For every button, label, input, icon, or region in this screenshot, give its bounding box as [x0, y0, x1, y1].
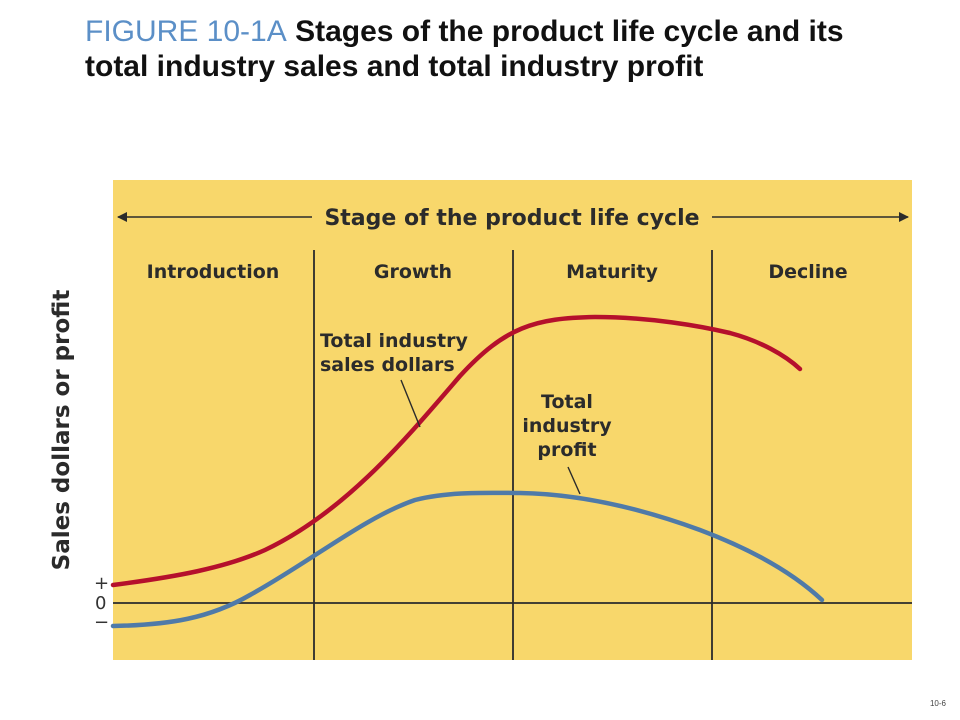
profit-curve — [110, 490, 825, 629]
profit-curve-label-line1: Total — [541, 391, 593, 413]
figure-title-text: Stages of the product life cycle and its… — [85, 15, 844, 83]
stage-label-maturity: Maturity — [566, 261, 658, 283]
sales-curve — [110, 314, 803, 588]
y-tick-plus: + — [94, 573, 110, 594]
figure-title: FIGURE 10-1A Stages of the product life … — [85, 14, 905, 84]
profit-curve-label-line3: profit — [537, 439, 596, 461]
profit-label-leader — [567, 466, 581, 495]
slide-number: 10-6 — [929, 699, 946, 708]
profit-curve-label-line2: industry — [522, 415, 612, 437]
sales-label-leader — [400, 379, 421, 428]
figure-label: FIGURE 10-1A — [85, 15, 287, 48]
y-axis-label: Sales dollars or profit — [49, 289, 75, 571]
header-label: Stage of the product life cycle — [324, 206, 699, 231]
sales-curve-label-line1: Total industry — [320, 330, 468, 352]
sales-curve-label-line2: sales dollars — [320, 354, 455, 376]
y-tick-minus: − — [94, 612, 110, 633]
stage-label-growth: Growth — [374, 261, 452, 283]
stage-label-decline: Decline — [768, 261, 847, 283]
y-tick-zero: 0 — [95, 593, 107, 614]
stage-label-introduction: Introduction — [147, 261, 280, 283]
